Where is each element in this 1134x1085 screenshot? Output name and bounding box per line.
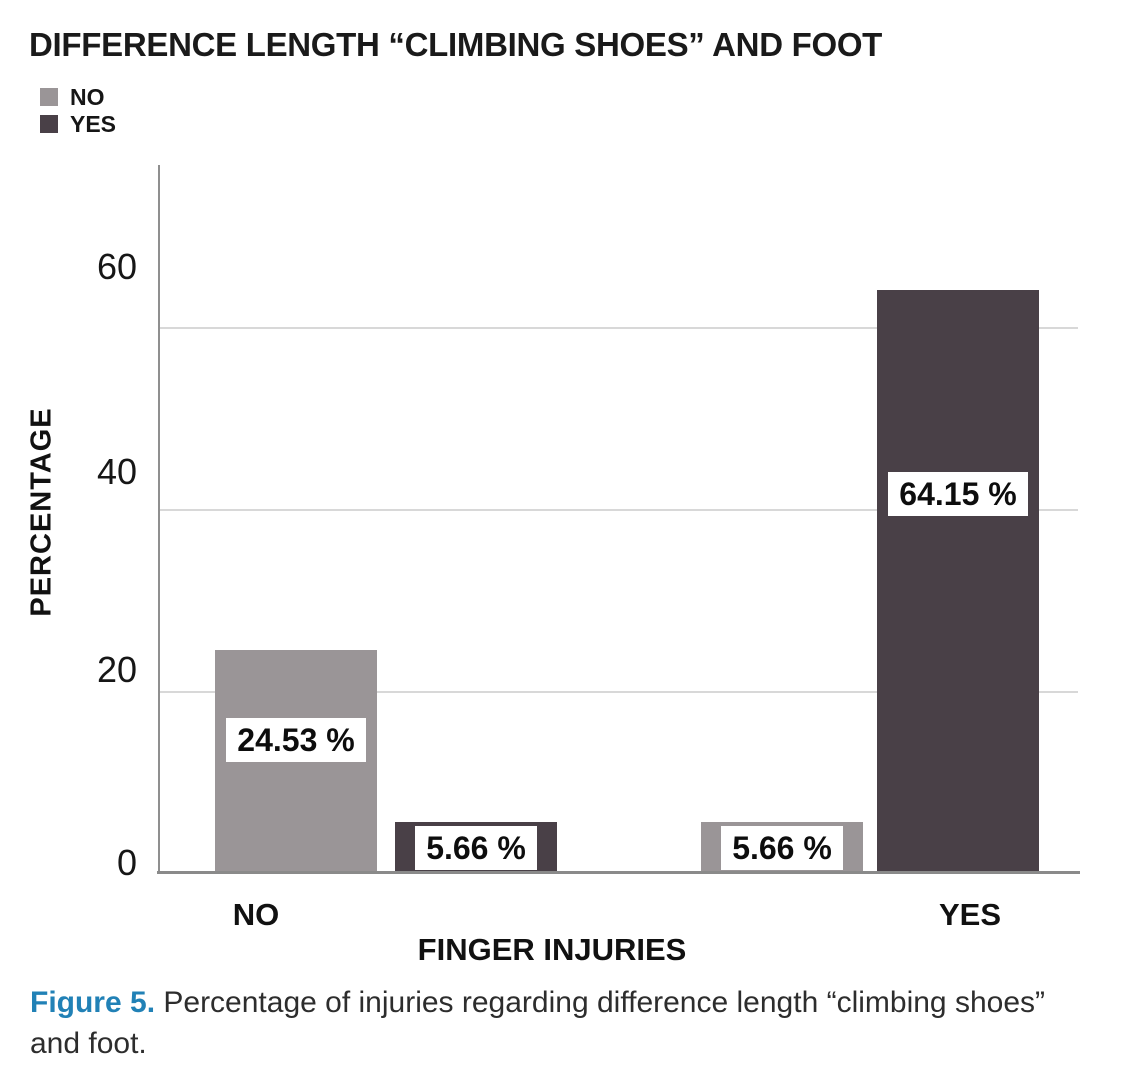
gridline-20 bbox=[160, 691, 1078, 693]
x-category-label-no: NO bbox=[232, 897, 280, 932]
chart-title: DIFFERENCE LENGTH “CLIMBING SHOES” AND F… bbox=[29, 26, 883, 63]
figure-caption-text: Percentage of injuries regarding differe… bbox=[30, 986, 1045, 1060]
y-tick-label-20: 20 bbox=[96, 649, 137, 690]
legend-item-yes: YES bbox=[40, 111, 117, 137]
legend-swatch-yes bbox=[40, 115, 58, 133]
y-axis-line bbox=[158, 165, 160, 874]
legend: NO YES bbox=[40, 86, 116, 140]
figure-caption-label: Figure 5. bbox=[30, 986, 156, 1019]
value-label-yes-yes: 64.15 % bbox=[888, 472, 1028, 516]
value-label-no-no: 24.53 % bbox=[226, 718, 366, 762]
y-tick-label-60: 60 bbox=[96, 246, 137, 287]
value-label-yes-no: 5.66 % bbox=[721, 826, 843, 870]
legend-label-no: NO bbox=[70, 84, 105, 110]
legend-item-no: NO bbox=[40, 84, 116, 110]
x-category-label-yes: YES bbox=[938, 897, 1002, 932]
y-tick-label-40: 40 bbox=[96, 451, 137, 492]
x-axis-line bbox=[157, 871, 1080, 874]
gridline-40 bbox=[160, 509, 1078, 511]
gridline-60 bbox=[160, 327, 1078, 329]
bar-yes-yes bbox=[877, 290, 1039, 873]
figure-caption: Figure 5. Percentage of injuries regardi… bbox=[30, 982, 1088, 1064]
y-tick-label-0: 0 bbox=[116, 842, 137, 883]
legend-label-yes: YES bbox=[70, 111, 117, 137]
y-axis-title: PERCENTAGE bbox=[25, 407, 58, 617]
x-axis-title: FINGER INJURIES bbox=[417, 932, 687, 967]
value-label-no-yes: 5.66 % bbox=[415, 826, 537, 870]
legend-swatch-no bbox=[40, 88, 58, 106]
